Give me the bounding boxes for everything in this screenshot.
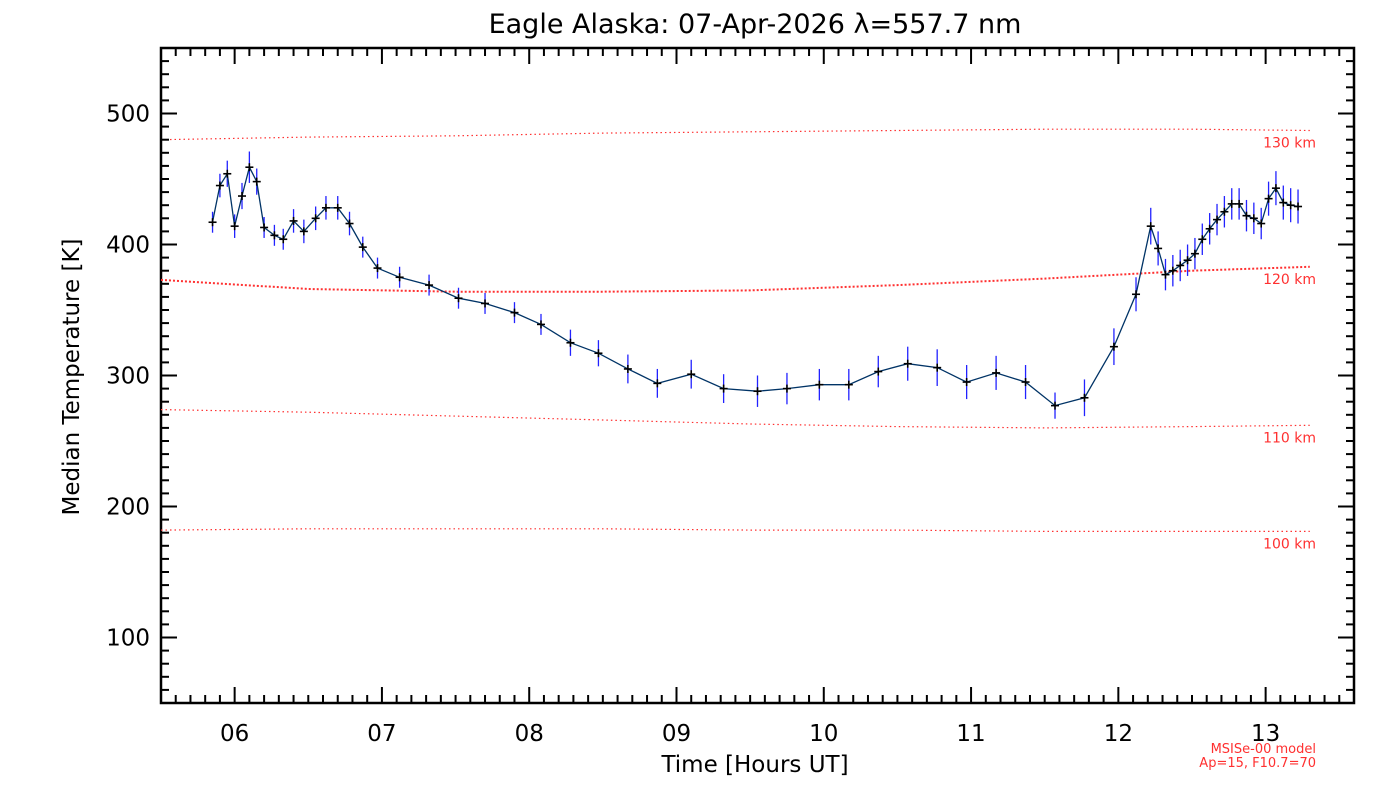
data-point <box>874 367 883 376</box>
data-point <box>1146 222 1155 231</box>
data-point <box>311 214 320 223</box>
reference-line-3 <box>160 528 1310 533</box>
model-reference-lines: 130 km 120 km 110 km 100 km <box>160 128 1316 552</box>
data-point <box>1190 249 1199 258</box>
series-line-0 <box>211 165 1299 407</box>
reference-label-3: 100 km <box>1263 536 1316 552</box>
data-point <box>260 223 269 232</box>
data-point <box>536 320 545 329</box>
reference-label-2: 110 km <box>1263 430 1316 446</box>
data-point <box>395 273 404 282</box>
data-point <box>425 281 434 290</box>
data-point <box>1205 224 1214 233</box>
data-point <box>1213 215 1222 224</box>
reference-line-0 <box>160 128 1310 141</box>
x-axis-label: Time [Hours UT] <box>660 752 848 778</box>
data-point <box>844 380 853 389</box>
data-point <box>1235 199 1244 208</box>
y-tick-label: 100 <box>106 626 150 652</box>
y-tick-label: 200 <box>106 495 150 521</box>
data-point <box>933 363 942 372</box>
data-point <box>333 203 342 212</box>
y-axis-label: Median Temperature [K] <box>59 239 85 516</box>
data-point <box>1161 270 1170 279</box>
data-point <box>1021 378 1030 387</box>
y-axis: 100 200 300 400 500 <box>106 47 1354 704</box>
data-point <box>992 368 1001 377</box>
data-point <box>1051 401 1060 410</box>
x-tick-label: 06 <box>220 721 249 747</box>
data-point <box>208 218 217 227</box>
data-point <box>238 192 247 201</box>
data-point <box>1227 199 1236 208</box>
data-point <box>1294 202 1303 211</box>
data-point <box>1198 235 1207 244</box>
data-point <box>230 222 239 231</box>
x-tick-label: 10 <box>809 721 838 747</box>
data-point <box>1168 266 1177 275</box>
x-axis: 06 07 08 09 10 11 12 13 <box>160 48 1355 747</box>
x-tick-label: 07 <box>367 721 396 747</box>
data-point <box>594 349 603 358</box>
data-point <box>653 379 662 388</box>
data-point <box>1154 244 1163 253</box>
data-point <box>299 227 308 236</box>
data-point <box>321 203 330 212</box>
data-point <box>1176 261 1185 270</box>
data-point <box>903 359 912 368</box>
data-point <box>1249 214 1258 223</box>
data-point <box>623 364 632 373</box>
data-point <box>719 384 728 393</box>
data-point <box>215 181 224 190</box>
data-point <box>510 308 519 317</box>
data-point <box>1183 256 1192 265</box>
data-point <box>1279 198 1288 207</box>
data-series <box>208 151 1303 419</box>
y-tick-label: 300 <box>106 364 150 390</box>
x-tick-label: 08 <box>515 721 544 747</box>
data-point <box>1109 342 1118 351</box>
data-point <box>481 299 490 308</box>
x-tick-label: 13 <box>1251 721 1280 747</box>
x-tick-label: 09 <box>662 721 691 747</box>
data-point <box>1257 219 1266 228</box>
data-point <box>345 219 354 228</box>
data-point <box>252 177 261 186</box>
y-tick-label: 400 <box>106 233 150 259</box>
x-tick-label: 11 <box>956 721 985 747</box>
data-point <box>782 384 791 393</box>
data-point <box>373 264 382 273</box>
data-point <box>289 216 298 225</box>
data-point <box>1264 194 1273 203</box>
reference-line-1 <box>160 265 1310 293</box>
data-point <box>279 235 288 244</box>
reference-label-0: 130 km <box>1263 136 1316 152</box>
data-point <box>358 243 367 252</box>
data-point <box>753 387 762 396</box>
x-tick-label: 12 <box>1104 721 1133 747</box>
data-point <box>1271 184 1280 193</box>
data-point <box>270 231 279 240</box>
reference-label-1: 120 km <box>1263 272 1316 288</box>
data-point <box>566 338 575 347</box>
data-point <box>687 370 696 379</box>
chart-title: Eagle Alaska: 07-Apr-2026 λ=557.7 nm <box>489 9 1022 40</box>
reference-line-2 <box>160 409 1310 429</box>
data-point <box>1242 211 1251 220</box>
data-point <box>454 294 463 303</box>
data-point <box>1220 207 1229 216</box>
data-point <box>245 163 254 172</box>
data-point <box>815 380 824 389</box>
data-point <box>1080 393 1089 402</box>
model-note-line1: MSISe-00 model <box>1211 742 1316 757</box>
data-point <box>223 169 232 178</box>
data-point <box>962 378 971 387</box>
model-note-line2: Ap=15, F10.7=70 <box>1199 756 1316 771</box>
data-point <box>1286 201 1295 210</box>
data-point <box>1132 290 1141 299</box>
y-tick-label: 500 <box>106 102 150 128</box>
